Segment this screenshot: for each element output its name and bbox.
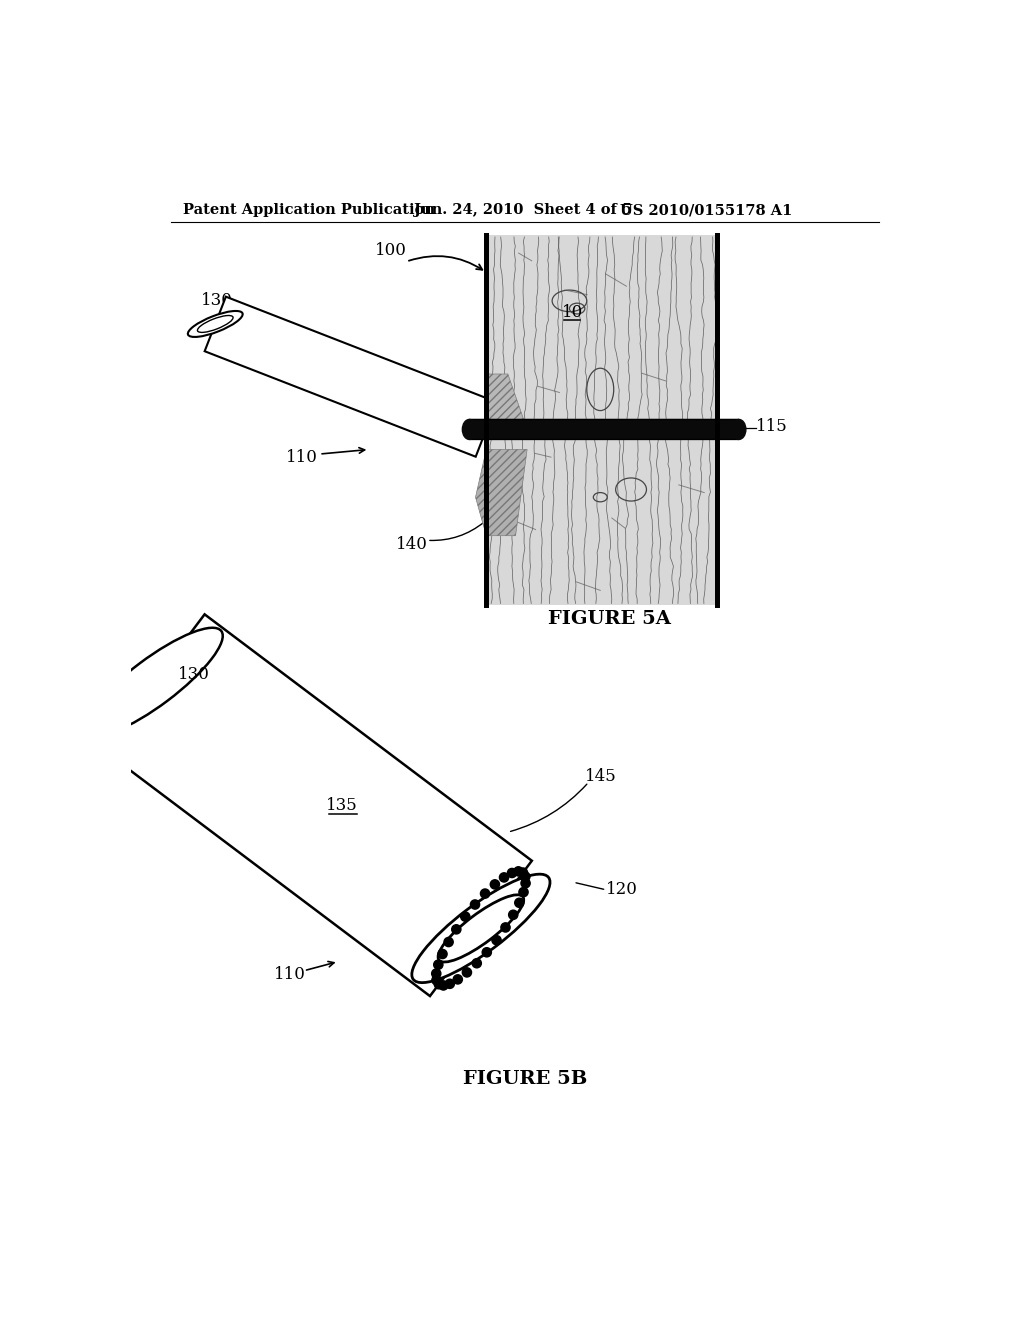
Ellipse shape [732,420,745,440]
Ellipse shape [438,949,447,958]
Polygon shape [205,297,497,457]
Ellipse shape [445,979,455,989]
Ellipse shape [444,937,454,946]
Ellipse shape [434,979,443,989]
Ellipse shape [454,974,463,983]
Ellipse shape [518,869,527,878]
Text: FIGURE 5A: FIGURE 5A [548,610,671,628]
Text: 130: 130 [178,665,210,682]
Text: FIGURE 5B: FIGURE 5B [463,1069,587,1088]
Polygon shape [486,374,527,429]
Ellipse shape [515,898,524,907]
Ellipse shape [482,948,492,957]
Ellipse shape [507,869,517,878]
Ellipse shape [187,312,243,337]
Text: 135: 135 [342,381,374,397]
Text: 120: 120 [606,882,638,899]
Text: 110: 110 [274,966,306,983]
Ellipse shape [492,936,501,945]
Ellipse shape [463,420,476,440]
Ellipse shape [521,879,530,888]
Text: 115: 115 [756,418,787,434]
Text: 140: 140 [395,536,428,553]
Ellipse shape [85,628,223,737]
Ellipse shape [462,968,471,977]
Text: 100: 100 [375,243,407,259]
Ellipse shape [198,315,233,333]
Text: 135: 135 [327,797,358,813]
Ellipse shape [412,874,550,982]
Text: Jun. 24, 2010  Sheet 4 of 5: Jun. 24, 2010 Sheet 4 of 5 [414,203,632,216]
Ellipse shape [432,969,441,978]
Ellipse shape [480,888,489,898]
Ellipse shape [490,879,500,888]
Text: Patent Application Publication: Patent Application Publication [183,203,435,216]
Ellipse shape [438,895,523,962]
Ellipse shape [521,873,530,882]
Text: 130: 130 [201,292,232,309]
Ellipse shape [500,873,509,882]
Ellipse shape [439,981,449,990]
Ellipse shape [452,925,461,935]
FancyBboxPatch shape [469,420,739,440]
Text: 10: 10 [562,304,583,321]
Ellipse shape [509,911,518,920]
Bar [486,235,717,605]
Polygon shape [475,449,527,536]
Ellipse shape [519,887,528,896]
Text: 110: 110 [286,449,317,466]
Ellipse shape [470,900,479,909]
Ellipse shape [501,923,510,932]
Ellipse shape [432,975,441,985]
Ellipse shape [461,912,470,921]
Ellipse shape [472,958,481,968]
Polygon shape [102,614,531,997]
Ellipse shape [514,867,523,876]
Text: US 2010/0155178 A1: US 2010/0155178 A1 [620,203,792,216]
Ellipse shape [434,960,443,969]
Text: 145: 145 [585,768,616,785]
